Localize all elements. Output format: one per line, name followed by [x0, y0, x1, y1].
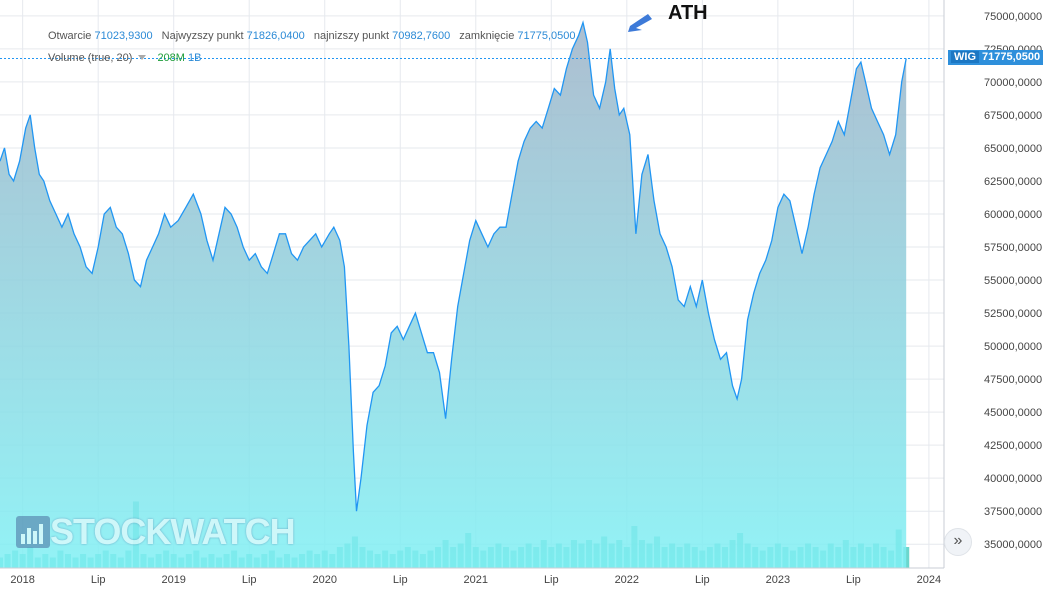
y-tick-label: 67500,0000 — [984, 110, 1042, 122]
high-label: Najwyzszy punkt — [161, 30, 244, 42]
watermark-text: STOCKWATCH — [50, 511, 296, 552]
open-label: Otwarcie — [48, 30, 92, 42]
y-tick-label: 47500,0000 — [984, 374, 1042, 386]
y-tick-label: 45000,0000 — [984, 407, 1042, 419]
x-tick-label: 2019 — [161, 574, 185, 586]
y-tick-label: 50000,0000 — [984, 341, 1042, 353]
bar-chart-icon — [16, 516, 50, 548]
open-value: 71023,9300 — [94, 30, 153, 42]
symbol-label: WIG — [951, 51, 979, 64]
y-tick-label: 37500,0000 — [984, 506, 1042, 518]
time-axis[interactable]: 2018 Lip 2019 Lip 2020 Lip 2021 Lip 2022 Lip 2023 L… — [0, 567, 944, 586]
x-tick-label: Lip — [695, 574, 710, 586]
y-tick-label: 57500,0000 — [984, 242, 1042, 254]
volume-up-value: 208M — [157, 52, 185, 64]
price-axis[interactable]: 35000,0000 37500,0000 40000,0000 42500,0000… — [943, 0, 1042, 568]
volume-down-value: 1B — [188, 52, 202, 64]
x-tick-label: Lip — [393, 574, 408, 586]
volume-bar — [903, 547, 910, 568]
y-tick-label: 42500,0000 — [984, 440, 1042, 452]
x-tick-label: 2022 — [615, 574, 639, 586]
x-tick-label: 2020 — [312, 574, 336, 586]
last-price-tag: WIG 71775,0500 — [948, 50, 1044, 66]
volume-legend[interactable]: Volume (true, 20) 208M 1B — [48, 52, 202, 64]
y-tick-label: 55000,0000 — [984, 275, 1042, 287]
y-tick-label: 75000,0000 — [984, 11, 1042, 23]
scroll-to-realtime-button[interactable]: » — [944, 528, 972, 556]
x-tick-label: 2023 — [766, 574, 790, 586]
low-label: najnizszy punkt — [313, 30, 390, 42]
close-label: zamknięcie — [459, 30, 515, 42]
x-tick-label: Lip — [544, 574, 559, 586]
y-tick-label: 52500,0000 — [984, 308, 1042, 320]
stockwatch-logo: STOCKWATCH — [16, 511, 296, 552]
y-tick-label: 70000,0000 — [984, 77, 1042, 89]
ath-arrow-icon — [628, 14, 652, 32]
price-area — [0, 22, 907, 568]
x-tick-label: 2018 — [10, 574, 34, 586]
y-tick-label: 40000,0000 — [984, 473, 1042, 485]
y-tick-label: 35000,0000 — [984, 539, 1042, 551]
x-tick-label: Lip — [242, 574, 257, 586]
x-tick-label: 2024 — [917, 574, 941, 586]
x-tick-label: 2021 — [464, 574, 488, 586]
close-value: 71775,0500 — [517, 30, 576, 42]
x-tick-label: Lip — [846, 574, 861, 586]
chevron-down-icon[interactable] — [138, 55, 147, 60]
ohlc-legend: Otwarcie 71023,9300 Najwyzszy punkt 7182… — [48, 30, 582, 42]
x-tick-label: Lip — [91, 574, 106, 586]
y-tick-label: 62500,0000 — [984, 176, 1042, 188]
low-value: 70982,7600 — [392, 30, 451, 42]
high-value: 71826,0400 — [246, 30, 305, 42]
ath-annotation: ATH — [668, 2, 708, 24]
y-tick-label: 65000,0000 — [984, 143, 1042, 155]
price-line — [0, 20, 907, 512]
volume-label: Volume (true, 20) — [48, 52, 133, 64]
last-price-value: 71775,0500 — [982, 51, 1041, 64]
y-tick-label: 60000,0000 — [984, 209, 1042, 221]
